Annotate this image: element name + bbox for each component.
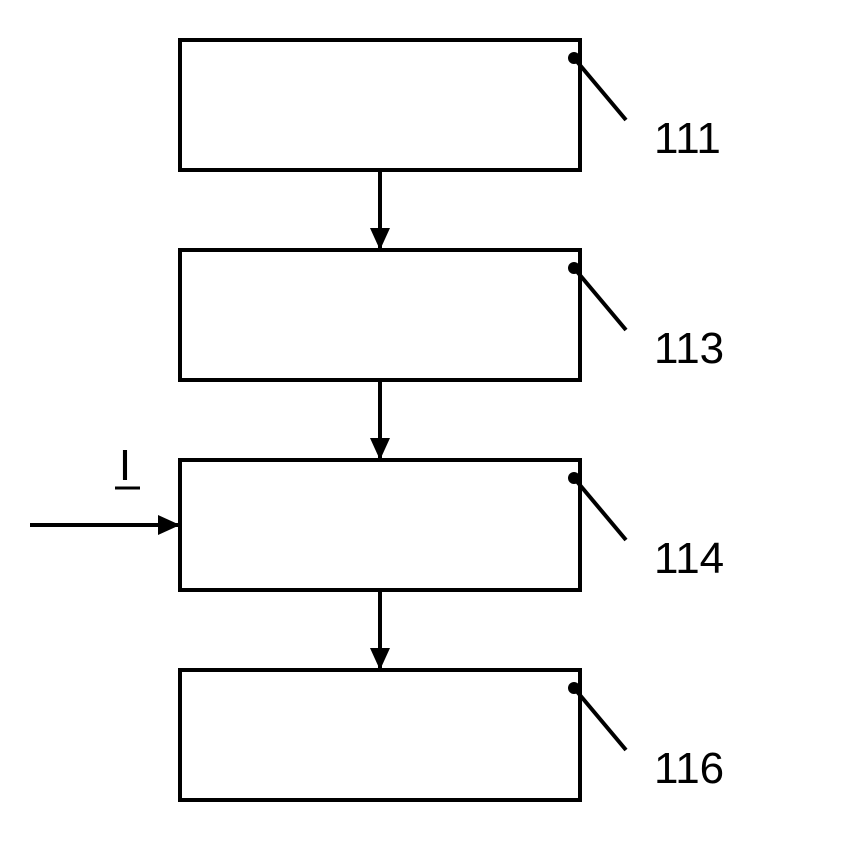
- box-113: [180, 250, 580, 380]
- box-116: [180, 670, 580, 800]
- box-114-label: 114: [654, 534, 724, 583]
- box-113-label: 113: [654, 324, 724, 373]
- box-111: [180, 40, 580, 170]
- box-111-label: 111: [654, 114, 721, 163]
- box-114: [180, 460, 580, 590]
- box-116-label: 116: [654, 744, 724, 793]
- input-label-I: I: [119, 441, 131, 490]
- flowchart-diagram: 111 113 114 116 I: [0, 0, 841, 846]
